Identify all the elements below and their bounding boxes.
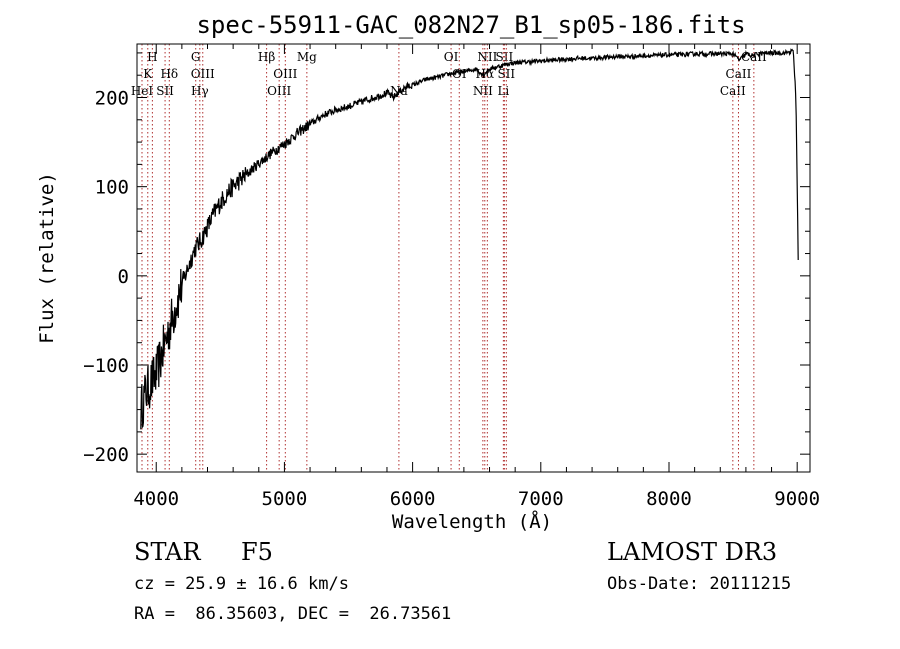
spectral-line-label: Li [497,84,509,98]
spectral-line-label: CaII [720,84,746,98]
y-tick-label: 0 [118,266,129,288]
x-tick-label: 4000 [133,488,179,510]
chart-title: spec-55911-GAC_082N27_B1_sp05-186.fits [196,11,745,39]
spectral-line-label: SII [496,50,514,64]
x-tick-label: 9000 [774,488,820,510]
spectral-line-label: H [147,50,157,64]
spectral-line-label: K [143,67,153,81]
x-axis-ticks: 4000 5000 6000 7000 8000 9000 [133,44,820,510]
spectral-line-label: SII [156,84,174,98]
y-tick-label: −200 [83,444,129,466]
spectral-line-label: Hγ [191,84,209,98]
y-tick-label: 100 [95,177,129,199]
coordinates-readout: RA = 86.35603, DEC = 26.73561 [134,604,452,624]
y-tick-label: −100 [83,355,129,377]
observation-date: Obs-Date: 20111215 [607,574,792,594]
y-tick-label: 200 [95,88,129,110]
spectral-line-label: OIII [273,67,297,81]
object-class: STAR [134,538,201,566]
x-tick-label: 5000 [262,488,308,510]
y-axis-label: Flux (relative) [36,172,58,344]
redshift-readout: cz = 25.9 ± 16.6 km/s [134,574,349,594]
spectral-line-label: Mg [297,50,317,64]
x-tick-label: 7000 [518,488,564,510]
x-axis-label: Wavelength (Å) [392,510,552,533]
spectral-line-label: OIII [267,84,291,98]
object-subclass: F5 [241,538,273,566]
spectral-line-label: Hδ [160,67,178,81]
spectral-line-label: OI [444,50,459,64]
spectral-line-label: NII [473,84,493,98]
spectrum-series-line [140,48,799,430]
spectral-line-label: NII [477,50,497,64]
spectral-line-label: OIII [191,67,215,81]
spectral-line-label: G [191,50,201,64]
plot-frame [136,43,811,473]
y-axis-ticks: −200 −100 0 100 200 [83,52,810,466]
survey-name: LAMOST DR3 [607,538,778,566]
spectral-line-label: SII [497,67,515,81]
spectral-line-label: CaII [726,67,752,81]
x-tick-label: 8000 [646,488,692,510]
spectral-line-label: HeI [131,84,154,98]
x-tick-label: 6000 [390,488,436,510]
spectral-line-label: Hβ [258,50,275,64]
